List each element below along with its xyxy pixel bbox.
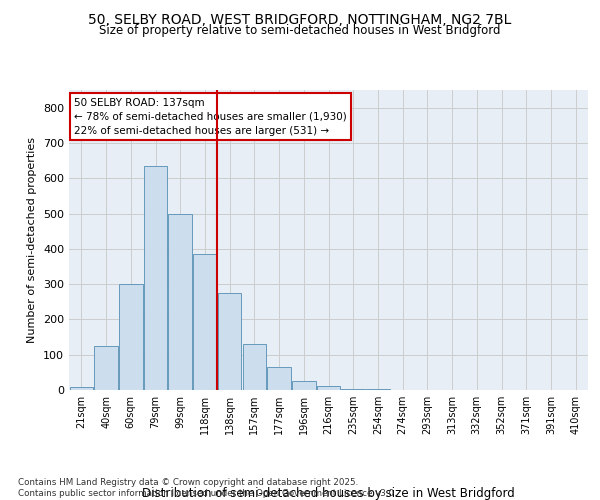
Bar [70, 387, 93, 390]
Text: Size of property relative to semi-detached houses in West Bridgford: Size of property relative to semi-detach… [99, 24, 501, 37]
Bar [268, 367, 291, 390]
Y-axis label: Number of semi-detached properties: Number of semi-detached properties [28, 137, 37, 343]
Bar [292, 381, 316, 390]
Text: 50 SELBY ROAD: 137sqm
← 78% of semi-detached houses are smaller (1,930)
22% of s: 50 SELBY ROAD: 137sqm ← 78% of semi-deta… [74, 98, 347, 136]
Bar [341, 389, 365, 390]
X-axis label: Distribution of semi-detached houses by size in West Bridgford: Distribution of semi-detached houses by … [142, 487, 515, 500]
Text: 50, SELBY ROAD, WEST BRIDGFORD, NOTTINGHAM, NG2 7BL: 50, SELBY ROAD, WEST BRIDGFORD, NOTTINGH… [88, 12, 512, 26]
Bar [242, 344, 266, 390]
Bar [119, 284, 143, 390]
Bar [169, 214, 192, 390]
Bar [193, 254, 217, 390]
Bar [218, 293, 241, 390]
Bar [94, 346, 118, 390]
Text: Contains HM Land Registry data © Crown copyright and database right 2025.
Contai: Contains HM Land Registry data © Crown c… [18, 478, 397, 498]
Bar [317, 386, 340, 390]
Bar [144, 166, 167, 390]
